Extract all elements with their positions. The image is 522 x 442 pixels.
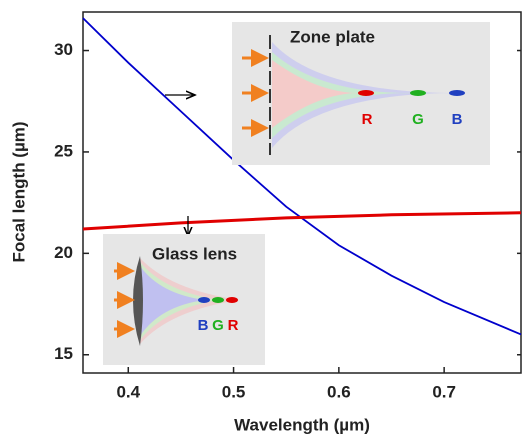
inset-label: R [228, 317, 239, 334]
zone-plate-inset: Zone plate R G B [232, 22, 490, 165]
data-line [83, 213, 521, 229]
x-tick-label: 0.6 [327, 382, 351, 401]
glass-lens-inset: Glass lens B G R [103, 234, 265, 365]
x-tick-label: 0.7 [432, 382, 456, 401]
x-tick-label: 0.4 [116, 382, 140, 401]
x-tick-label: 0.5 [222, 382, 246, 401]
y-tick-label: 20 [54, 243, 73, 262]
y-tick-label: 25 [54, 141, 73, 160]
inset-title: Glass lens [152, 244, 237, 263]
inset-label: B [452, 111, 463, 128]
inset-label: R [362, 111, 373, 128]
inset-title: Zone plate [290, 27, 375, 46]
y-tick-label: 15 [54, 344, 73, 363]
inset-label: B [198, 317, 209, 334]
chart: Zone plate R G B Glass lens B G R Wavele… [0, 0, 522, 442]
y-tick-label: 30 [54, 40, 73, 59]
x-axis-label: Wavelength (µm) [234, 415, 370, 434]
inset-label: G [412, 111, 424, 128]
inset-label: G [212, 317, 224, 334]
y-axis-label: Focal length (µm) [9, 121, 28, 262]
